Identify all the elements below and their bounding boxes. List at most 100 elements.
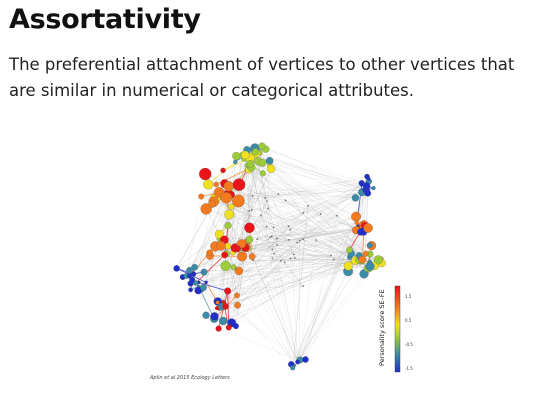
network-node bbox=[249, 253, 255, 259]
figure-caption: Aplin et al 2015 Ecology Letters bbox=[150, 375, 230, 381]
network-node bbox=[299, 240, 300, 241]
network-node bbox=[352, 194, 359, 201]
network-node bbox=[198, 194, 204, 200]
network-node bbox=[221, 192, 232, 203]
network-node bbox=[288, 225, 289, 226]
network-node bbox=[344, 262, 353, 271]
network-node bbox=[233, 160, 237, 164]
network-node bbox=[296, 360, 300, 364]
network-node bbox=[203, 180, 213, 190]
network-node bbox=[252, 195, 253, 196]
network-node bbox=[247, 160, 254, 167]
network-node bbox=[273, 253, 274, 254]
network-node bbox=[215, 306, 219, 310]
network-node bbox=[186, 267, 192, 273]
network-node bbox=[272, 249, 273, 250]
network-node bbox=[225, 222, 232, 229]
network-node bbox=[278, 193, 279, 194]
network-node bbox=[273, 227, 274, 228]
network-node bbox=[221, 252, 227, 258]
network-node bbox=[205, 281, 208, 284]
network-node bbox=[267, 165, 275, 173]
network-node bbox=[201, 269, 208, 276]
network-node bbox=[233, 179, 245, 191]
network-node bbox=[224, 288, 231, 295]
network-node bbox=[290, 365, 295, 370]
network-node bbox=[367, 242, 372, 247]
network-node bbox=[266, 157, 273, 164]
network-node bbox=[259, 143, 266, 150]
network-node bbox=[222, 303, 228, 309]
network-node bbox=[235, 268, 236, 269]
network-node bbox=[336, 215, 337, 216]
network-node bbox=[209, 200, 216, 207]
network-node bbox=[265, 197, 266, 198]
network-node bbox=[251, 209, 252, 210]
network-node bbox=[374, 255, 383, 264]
network-node bbox=[214, 182, 219, 187]
network-node bbox=[288, 239, 289, 240]
network-node bbox=[221, 261, 231, 271]
network-node bbox=[252, 260, 253, 261]
network-edge bbox=[290, 229, 298, 361]
assortativity-network-figure bbox=[140, 118, 410, 388]
network-node bbox=[234, 293, 239, 298]
network-node bbox=[200, 284, 206, 290]
network-node bbox=[219, 317, 227, 325]
network-node bbox=[224, 210, 233, 219]
network-node bbox=[290, 258, 291, 259]
network-edge bbox=[258, 161, 297, 362]
network-node bbox=[302, 285, 303, 286]
network-node bbox=[333, 259, 334, 260]
network-edge bbox=[291, 269, 369, 364]
network-node bbox=[363, 223, 372, 232]
network-node bbox=[224, 181, 234, 191]
network-node bbox=[276, 244, 277, 245]
network-node bbox=[363, 182, 370, 189]
network-edge bbox=[298, 254, 366, 362]
network-node bbox=[285, 200, 286, 201]
network-node bbox=[228, 204, 234, 210]
network-node bbox=[232, 152, 240, 160]
network-node bbox=[367, 177, 370, 180]
network-node bbox=[260, 215, 261, 216]
network-node bbox=[252, 148, 259, 155]
network-node bbox=[241, 151, 249, 159]
network-node bbox=[363, 251, 368, 256]
network-edge bbox=[247, 150, 366, 190]
network-edge bbox=[224, 303, 298, 362]
network-node bbox=[216, 301, 220, 305]
network-edge bbox=[219, 329, 300, 361]
network-node bbox=[216, 326, 222, 332]
network-edge bbox=[191, 261, 361, 284]
network-node bbox=[294, 257, 295, 258]
network-node bbox=[259, 159, 267, 167]
network-node bbox=[296, 242, 297, 243]
network-node bbox=[237, 252, 247, 262]
colorbar-tick: 1.5 bbox=[405, 294, 411, 299]
network-node bbox=[302, 356, 308, 362]
network-node bbox=[290, 229, 291, 230]
network-node bbox=[364, 190, 370, 196]
network-node bbox=[270, 237, 271, 238]
network-node bbox=[307, 205, 308, 206]
network-node bbox=[284, 262, 285, 263]
network-node bbox=[302, 238, 303, 239]
network-node bbox=[225, 243, 231, 249]
network-node bbox=[272, 258, 273, 259]
network-node bbox=[316, 239, 317, 240]
colorbar-tick: -0.5 bbox=[405, 342, 413, 347]
network-node bbox=[188, 288, 192, 292]
network-node bbox=[355, 221, 359, 225]
network-node bbox=[174, 265, 180, 271]
network-node bbox=[216, 241, 225, 250]
network-node bbox=[221, 168, 226, 173]
network-edge bbox=[266, 149, 362, 183]
network-node bbox=[266, 200, 267, 201]
network-node bbox=[366, 262, 375, 271]
network-node bbox=[271, 235, 272, 236]
network-edge bbox=[232, 250, 350, 323]
network-node bbox=[293, 254, 294, 255]
network-node bbox=[249, 210, 250, 211]
network-node bbox=[226, 325, 232, 331]
